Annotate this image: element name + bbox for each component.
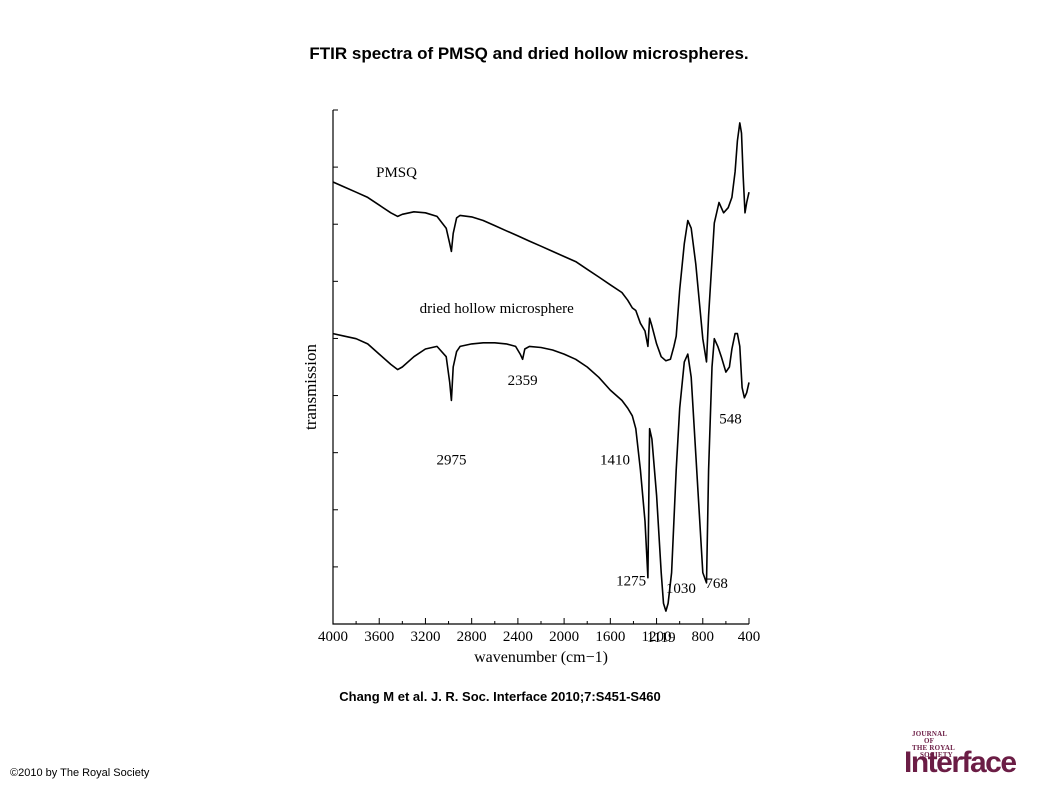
series-line-hollow-microsphere (332, 332, 750, 612)
x-tick-label: 2000 (549, 629, 579, 645)
citation: Chang M et al. J. R. Soc. Interface 2010… (339, 689, 661, 704)
x-tick-label: 2400 (503, 629, 533, 645)
annotation-label: 768 (705, 576, 728, 592)
x-tick-label: 3600 (364, 629, 394, 645)
slide-title: FTIR spectra of PMSQ and dried hollow mi… (309, 44, 749, 63)
series-line-pmsq (332, 122, 750, 363)
x-tick-label: 1200 (642, 629, 672, 645)
annotation-label: 1275 (616, 573, 646, 589)
annotation-label: dried hollow microsphere (420, 301, 574, 317)
logo-line3: THE ROYAL (912, 744, 955, 752)
y-axis-label: transmission (301, 344, 320, 430)
logo-wordmark: Interface (904, 746, 1017, 779)
annotation-label: 2975 (436, 453, 466, 469)
annotation-label: 1030 (666, 581, 696, 597)
logo-line2: OF (924, 737, 935, 745)
annotation-label: 548 (719, 412, 742, 428)
annotation-label: PMSQ (376, 165, 417, 181)
plot-area: 4000 3600 3200 2800 2400 2000 1600 1200 800 400 wa… (301, 109, 761, 666)
x-tick-label: 800 (692, 629, 715, 645)
x-tick-label: 1600 (595, 629, 625, 645)
annotation-label: 1410 (600, 453, 630, 469)
x-tick-label: 2800 (457, 629, 487, 645)
ftir-chart: 4000 3600 3200 2800 2400 2000 1600 1200 800 400 wa… (301, 109, 761, 666)
x-tick-label: 4000 (318, 629, 348, 645)
logo-line4: SOCIETY (920, 751, 953, 759)
journal-logo: JOURNAL OF THE ROYAL SOCIETY Interface (900, 728, 1020, 782)
x-tick-label: 3200 (410, 629, 440, 645)
annotation-label: 1119 (647, 630, 676, 646)
x-axis-label: wavenumber (cm−1) (474, 649, 608, 666)
x-tick-label: 400 (738, 629, 761, 645)
copyright: ©2010 by The Royal Society (10, 767, 150, 779)
annotation-label: 2359 (508, 373, 538, 389)
logo-line1: JOURNAL (912, 730, 948, 738)
